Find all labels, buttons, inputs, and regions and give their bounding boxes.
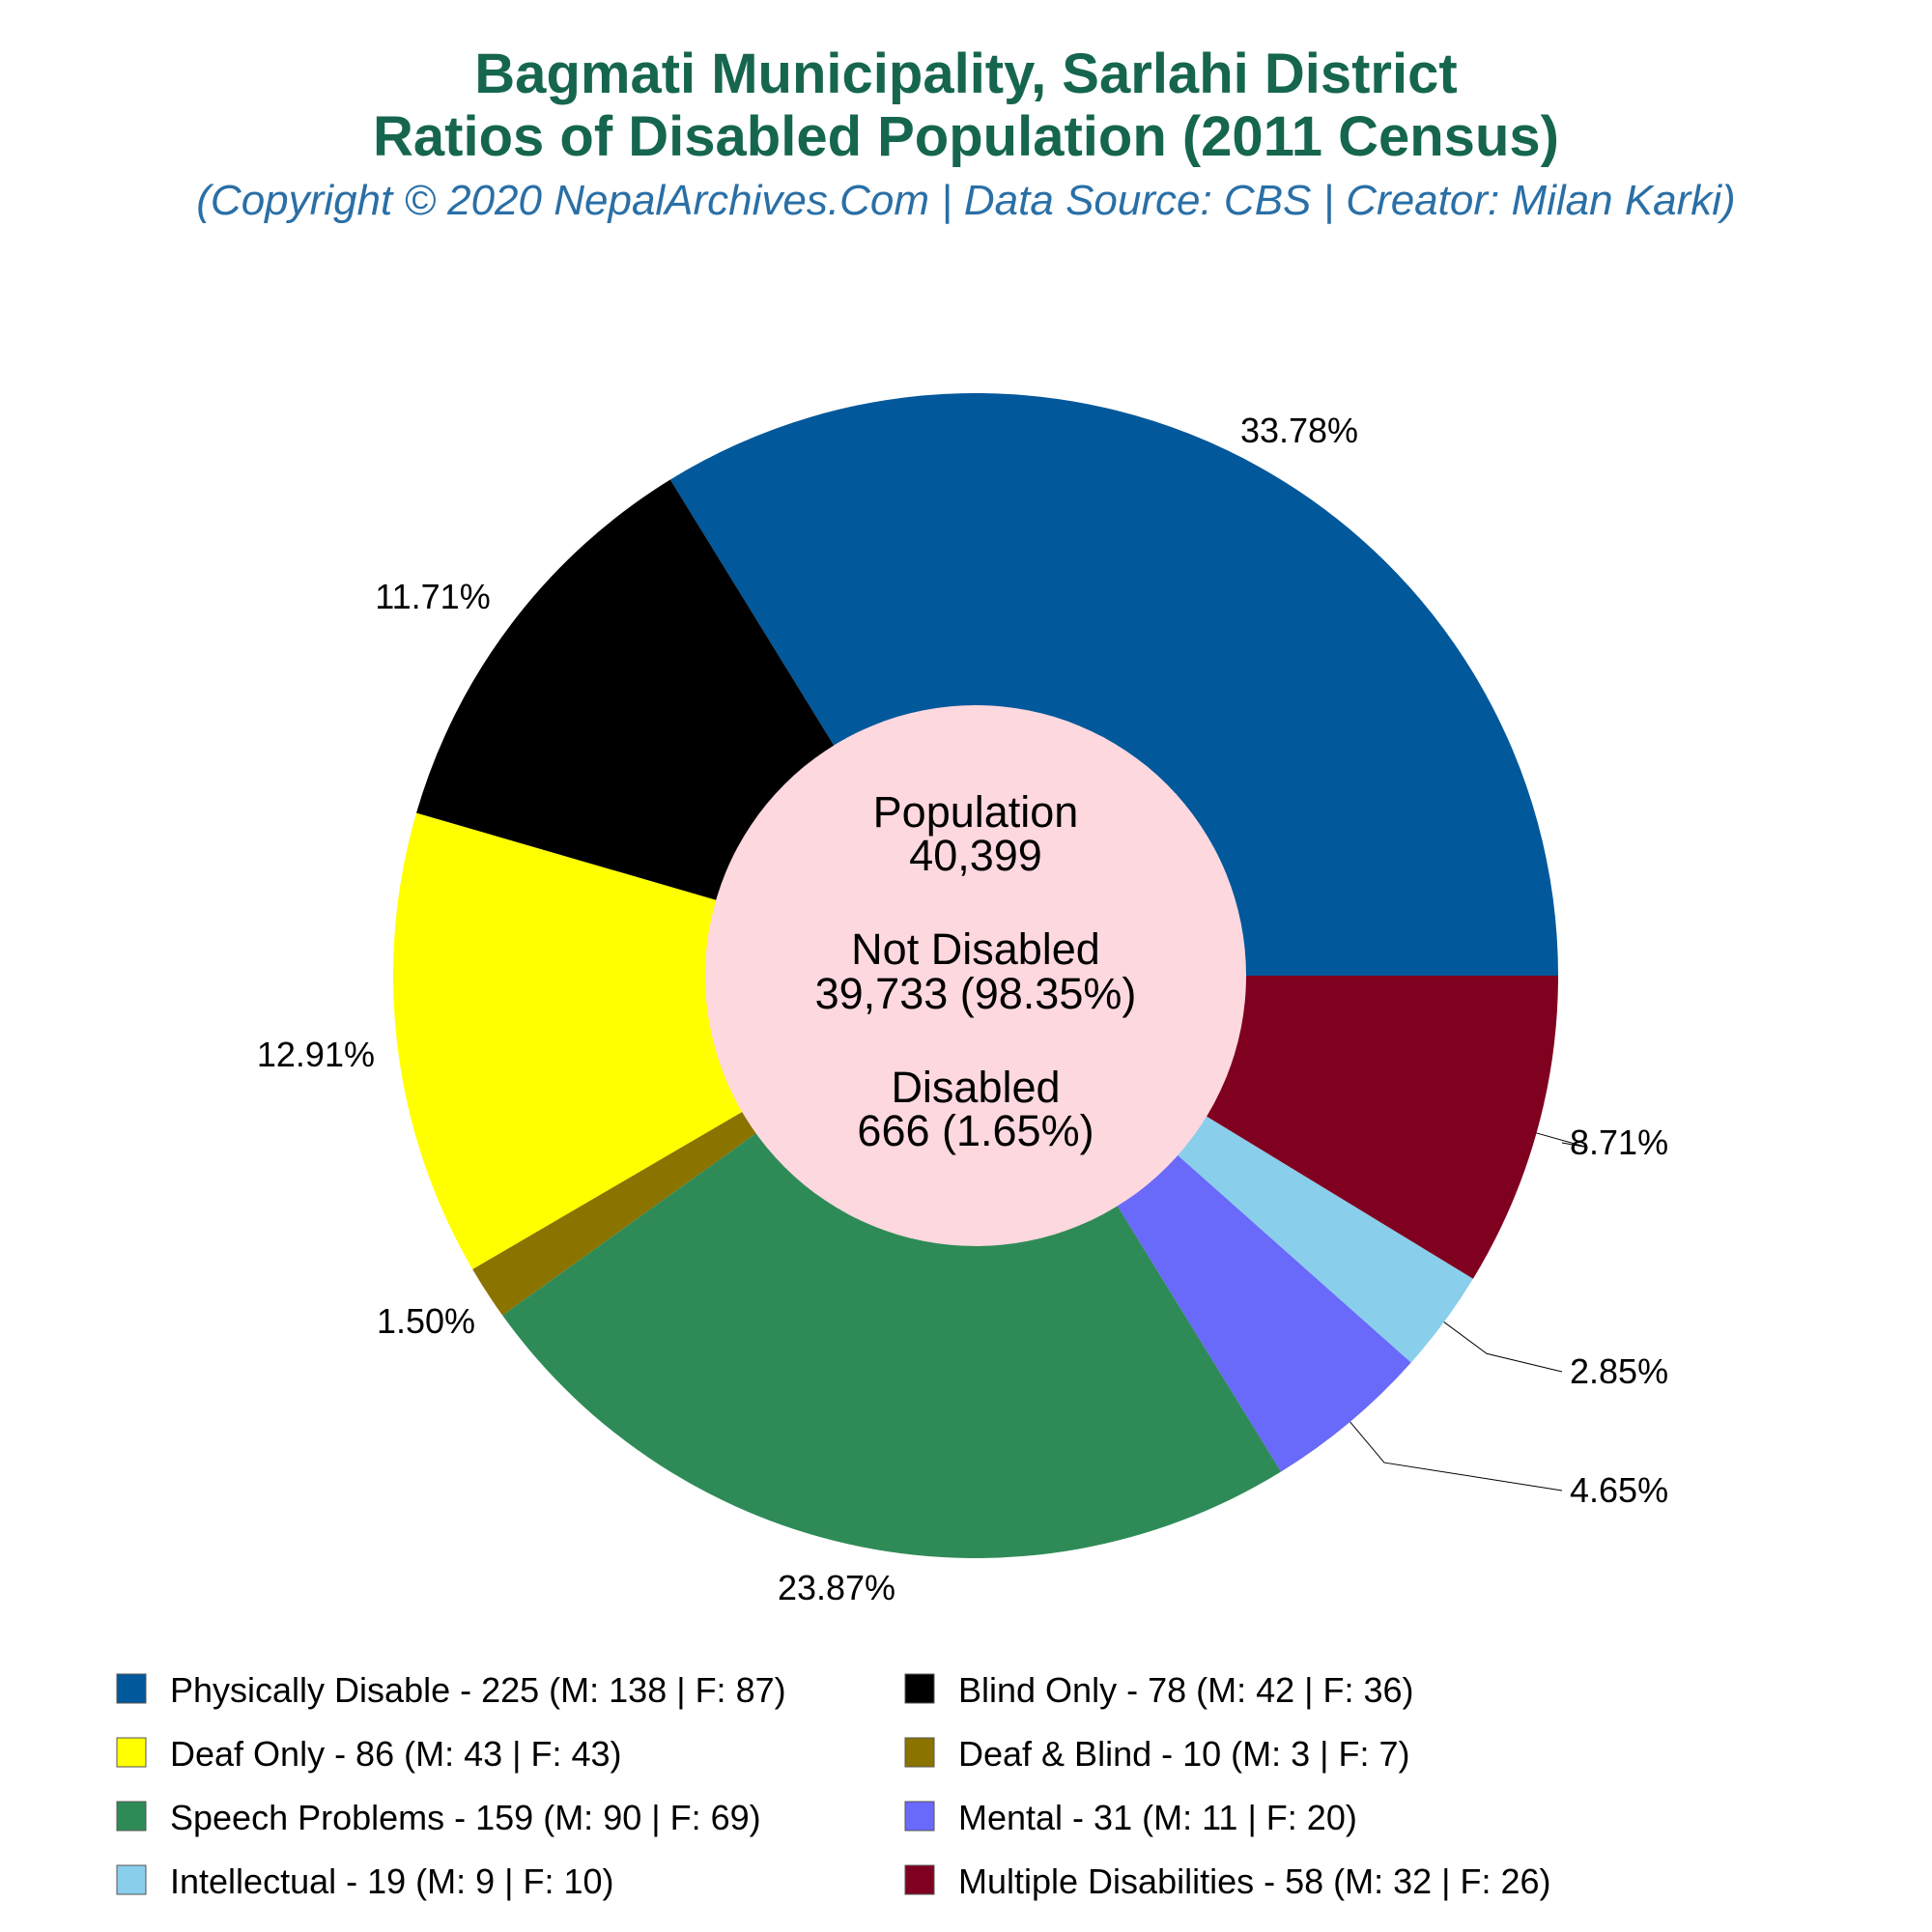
percent-label-1: 33.78% xyxy=(1240,411,1358,450)
leader-line-7 xyxy=(1443,1321,1563,1373)
legend-swatch-5 xyxy=(116,1801,147,1832)
leader-lines xyxy=(1350,1132,1588,1492)
legend: Physically Disable - 225 (M: 138 | F: 87… xyxy=(116,1670,1551,1901)
legend-swatch-4 xyxy=(904,1737,935,1768)
percent-label-3: 12.91% xyxy=(257,1035,375,1074)
legend-label-2: Blind Only - 78 (M: 42 | F: 36) xyxy=(958,1670,1414,1710)
legend-label-4: Deaf & Blind - 10 (M: 3 | F: 7) xyxy=(958,1734,1410,1774)
legend-label-3: Deaf Only - 86 (M: 43 | F: 43) xyxy=(170,1734,622,1774)
disabled-value: 666 (1.65%) xyxy=(857,1106,1094,1155)
not-disabled-value: 39,733 (98.35%) xyxy=(815,969,1137,1018)
percent-label-4: 1.50% xyxy=(377,1301,475,1341)
leader-line-8 xyxy=(1536,1132,1588,1149)
chart-subtitle: (Copyright © 2020 NepalArchives.Com | Da… xyxy=(196,177,1735,224)
percent-label-6: 4.65% xyxy=(1570,1470,1668,1510)
chart-title-line1: Bagmati Municipality, Sarlahi District xyxy=(474,43,1457,105)
legend-label-5: Speech Problems - 159 (M: 90 | F: 69) xyxy=(170,1798,761,1837)
percent-label-8: 8.71% xyxy=(1570,1122,1668,1162)
not-disabled-label: Not Disabled xyxy=(851,924,1100,974)
pie-slice-3 xyxy=(393,812,976,1269)
percent-label-7: 2.85% xyxy=(1570,1351,1668,1391)
disabled-label: Disabled xyxy=(891,1063,1060,1112)
legend-swatch-3 xyxy=(116,1737,147,1768)
center-circle xyxy=(705,705,1246,1246)
legend-swatch-6 xyxy=(904,1801,935,1832)
percent-label-2: 11.71% xyxy=(375,577,490,616)
legend-label-1: Physically Disable - 225 (M: 138 | F: 87… xyxy=(170,1670,786,1710)
percent-label-5: 23.87% xyxy=(778,1568,895,1607)
legend-label-7: Intellectual - 19 (M: 9 | F: 10) xyxy=(170,1861,614,1901)
chart-title-line2: Ratios of Disabled Population (2011 Cens… xyxy=(373,105,1559,168)
legend-swatch-2 xyxy=(904,1673,935,1704)
leader-line-6 xyxy=(1350,1421,1563,1492)
percent-labels: 33.78% 11.71% 12.91% 1.50% 23.87% 4.65% 2.85% 8… xyxy=(257,411,1668,1607)
legend-label-6: Mental - 31 (M: 11 | F: 20) xyxy=(958,1798,1357,1837)
population-value: 40,399 xyxy=(909,831,1042,880)
legend-swatch-1 xyxy=(116,1673,147,1704)
legend-swatch-7 xyxy=(116,1864,147,1895)
pie-slice-5 xyxy=(502,976,1282,1558)
legend-swatch-8 xyxy=(904,1864,935,1895)
population-label: Population xyxy=(873,787,1079,837)
legend-label-8: Multiple Disabilities - 58 (M: 32 | F: 2… xyxy=(958,1861,1551,1901)
